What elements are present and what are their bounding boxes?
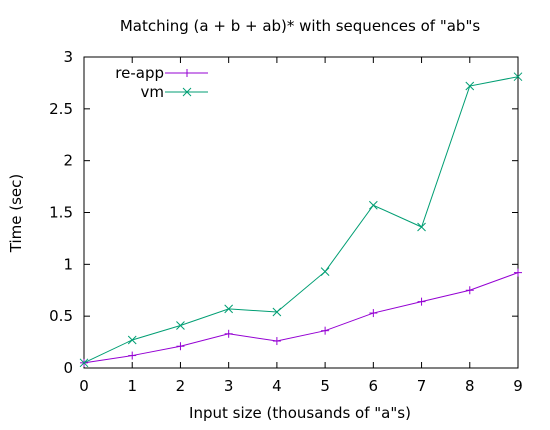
x-tick-label: 8 — [465, 377, 475, 395]
x-tick-label: 7 — [417, 377, 427, 395]
data-point-vm — [79, 358, 89, 368]
cross-marker-b — [182, 87, 192, 97]
x-tick-label: 9 — [513, 377, 523, 395]
series-line-vm — [83, 76, 519, 364]
x-tick-label: 6 — [369, 377, 379, 395]
y-tick-label: 1.5 — [49, 204, 73, 222]
data-point-re-app — [369, 309, 378, 318]
cross-marker-b — [368, 200, 378, 210]
y-tick-label: 1 — [63, 255, 73, 273]
y-tick-label: 3 — [63, 48, 73, 66]
y-tick-label: 2 — [63, 152, 73, 170]
data-point-vm — [224, 304, 234, 314]
data-point-re-app — [272, 337, 281, 346]
cross-marker-b — [465, 81, 475, 91]
data-point-re-app — [465, 286, 474, 295]
x-tick-label: 0 — [79, 377, 89, 395]
data-point-vm — [176, 321, 185, 330]
data-point-re-app — [321, 326, 330, 335]
legend-marker-re-app — [183, 69, 191, 77]
cross-marker-b — [176, 321, 185, 330]
data-point-re-app — [176, 342, 185, 351]
legend-label-re-app: re-app — [115, 64, 164, 82]
data-point-vm — [465, 81, 475, 91]
y-tick-label: 2.5 — [49, 100, 73, 118]
cross-marker-b — [224, 304, 234, 314]
y-axis-label: Time (sec) — [7, 174, 25, 253]
x-tick-label: 2 — [176, 377, 186, 395]
data-point-re-app — [224, 329, 233, 338]
cross-marker-b — [272, 307, 282, 317]
data-point-re-app — [514, 268, 522, 277]
series-line-re-app — [83, 272, 519, 364]
data-point-vm — [320, 267, 330, 276]
data-point-re-app — [128, 351, 137, 360]
data-point-vm — [127, 335, 137, 345]
data-point-vm — [368, 200, 378, 210]
x-tick-label: 5 — [320, 377, 330, 395]
x-tick-label: 3 — [224, 377, 234, 395]
y-tick-label: 0.5 — [49, 307, 73, 325]
cross-marker-b — [417, 222, 426, 232]
legend-label-vm: vm — [141, 83, 165, 101]
cross-marker-b — [513, 72, 523, 82]
x-tick-label: 4 — [272, 377, 282, 395]
plot-frame — [83, 56, 519, 369]
cross-marker-b — [320, 267, 330, 276]
x-tick-label: 1 — [127, 377, 137, 395]
data-point-vm — [513, 72, 523, 82]
data-point-re-app — [417, 297, 426, 306]
chart-title: Matching (a + b + ab)* with sequences of… — [120, 17, 481, 35]
data-point-vm — [272, 307, 282, 317]
y-tick-label: 0 — [63, 359, 73, 377]
cross-marker-b — [79, 358, 89, 368]
cross-marker-b — [127, 335, 137, 345]
x-axis-label: Input size (thousands of "a"s) — [189, 404, 411, 422]
legend-marker-vm — [182, 87, 192, 97]
data-point-vm — [417, 222, 426, 232]
